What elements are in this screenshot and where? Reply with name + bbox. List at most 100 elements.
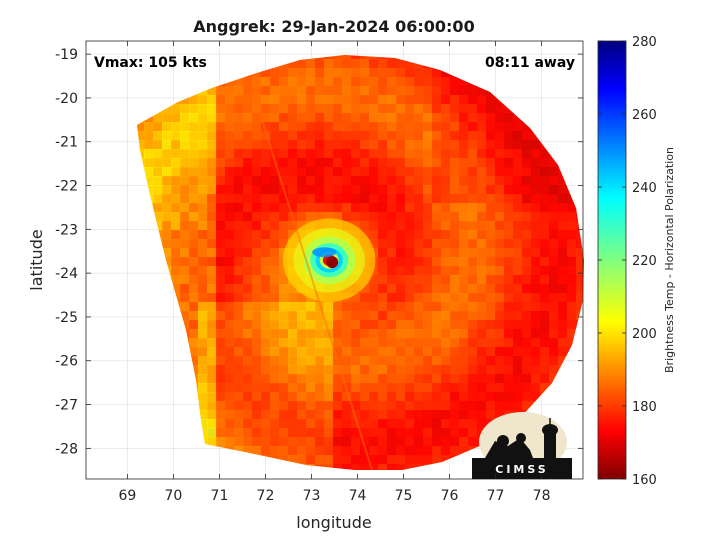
- swath-cell: [486, 176, 496, 186]
- swath-cell: [243, 410, 253, 420]
- swath-cell: [396, 428, 406, 438]
- swath-cell: [414, 383, 424, 393]
- swath-cell: [441, 356, 451, 366]
- swath-cell: [486, 248, 496, 258]
- swath-cell: [423, 275, 433, 285]
- swath-cell: [558, 284, 568, 294]
- swath-cell: [432, 329, 442, 339]
- swath-cell: [450, 77, 460, 87]
- swath-cell: [441, 437, 451, 447]
- swath-cell: [234, 248, 244, 258]
- swath-cell: [423, 221, 433, 231]
- swath-cell: [162, 113, 172, 123]
- swath-cell: [585, 473, 595, 483]
- swath-cell: [531, 311, 541, 321]
- swath-cell: [468, 410, 478, 420]
- swath-cell: [540, 293, 550, 303]
- swath-cell: [351, 446, 361, 456]
- swath-cell: [216, 284, 226, 294]
- swath-cell: [225, 185, 235, 195]
- swath-cell: [504, 293, 514, 303]
- swath-cell: [369, 401, 379, 411]
- swath-cell: [360, 437, 370, 447]
- swath-cell: [396, 140, 406, 150]
- swath-cell: [216, 86, 226, 96]
- swath-cell: [306, 194, 316, 204]
- swath-cell: [360, 140, 370, 150]
- swath-cell: [342, 302, 352, 312]
- swath-cell: [405, 77, 415, 87]
- swath-cell: [405, 302, 415, 312]
- swath-cell: [234, 239, 244, 249]
- swath-cell: [405, 392, 415, 402]
- swath-cell: [225, 203, 235, 213]
- swath-cell: [369, 176, 379, 186]
- swath-cell: [450, 122, 460, 132]
- swath-cell: [486, 284, 496, 294]
- swath-cell: [360, 95, 370, 105]
- swath-cell: [324, 59, 334, 69]
- swath-cell: [216, 176, 226, 186]
- swath-cell: [405, 266, 415, 276]
- swath-cell: [504, 248, 514, 258]
- swath-cell: [369, 239, 379, 249]
- swath-cell: [351, 212, 361, 222]
- swath-cell: [315, 203, 325, 213]
- swath-cell: [243, 122, 253, 132]
- swath-cell: [486, 158, 496, 168]
- swath-cell: [297, 104, 307, 114]
- swath-cell: [522, 392, 532, 402]
- swath-cell: [477, 122, 487, 132]
- swath-cell: [486, 338, 496, 348]
- swath-cell: [207, 374, 217, 384]
- swath-cell: [279, 392, 289, 402]
- swath-cell: [441, 68, 451, 78]
- swath-cell: [378, 203, 388, 213]
- swath-cell: [261, 437, 271, 447]
- swath-cell: [495, 401, 505, 411]
- swath-cell: [369, 68, 379, 78]
- swath-cell: [171, 149, 181, 159]
- swath-cell: [522, 212, 532, 222]
- swath-cell: [558, 203, 568, 213]
- swath-cell: [315, 194, 325, 204]
- swath-cell: [540, 275, 550, 285]
- swath-cell: [378, 410, 388, 420]
- swath-cell: [279, 410, 289, 420]
- swath-cell: [252, 311, 262, 321]
- swath-cell: [216, 122, 226, 132]
- swath-cell: [369, 293, 379, 303]
- swath-cell: [261, 113, 271, 123]
- swath-cell: [531, 383, 541, 393]
- swath-cell: [378, 383, 388, 393]
- swath-cell: [306, 329, 316, 339]
- swath-cell: [342, 149, 352, 159]
- swath-cell: [180, 185, 190, 195]
- swath-cell: [396, 392, 406, 402]
- swath-cell: [396, 194, 406, 204]
- swath-cell: [189, 266, 199, 276]
- swath-cell: [279, 383, 289, 393]
- swath-cell: [261, 194, 271, 204]
- swath-cell: [189, 239, 199, 249]
- swath-cell: [405, 131, 415, 141]
- swath-cell: [432, 311, 442, 321]
- swath-cell: [162, 122, 172, 132]
- swath-cell: [459, 95, 469, 105]
- swath-cell: [441, 302, 451, 312]
- swath-cell: [234, 194, 244, 204]
- swath-cell: [441, 185, 451, 195]
- swath-cell: [522, 194, 532, 204]
- swath-cell: [198, 122, 208, 132]
- swath-cell: [324, 86, 334, 96]
- swath-cell: [153, 167, 163, 177]
- swath-cell: [450, 293, 460, 303]
- swath-cell: [333, 122, 343, 132]
- swath-cell: [468, 113, 478, 123]
- swath-cell: [405, 356, 415, 366]
- swath-cell: [234, 401, 244, 411]
- swath-cell: [261, 320, 271, 330]
- swath-cell: [549, 275, 559, 285]
- swath-cell: [549, 239, 559, 249]
- swath-cell: [252, 149, 262, 159]
